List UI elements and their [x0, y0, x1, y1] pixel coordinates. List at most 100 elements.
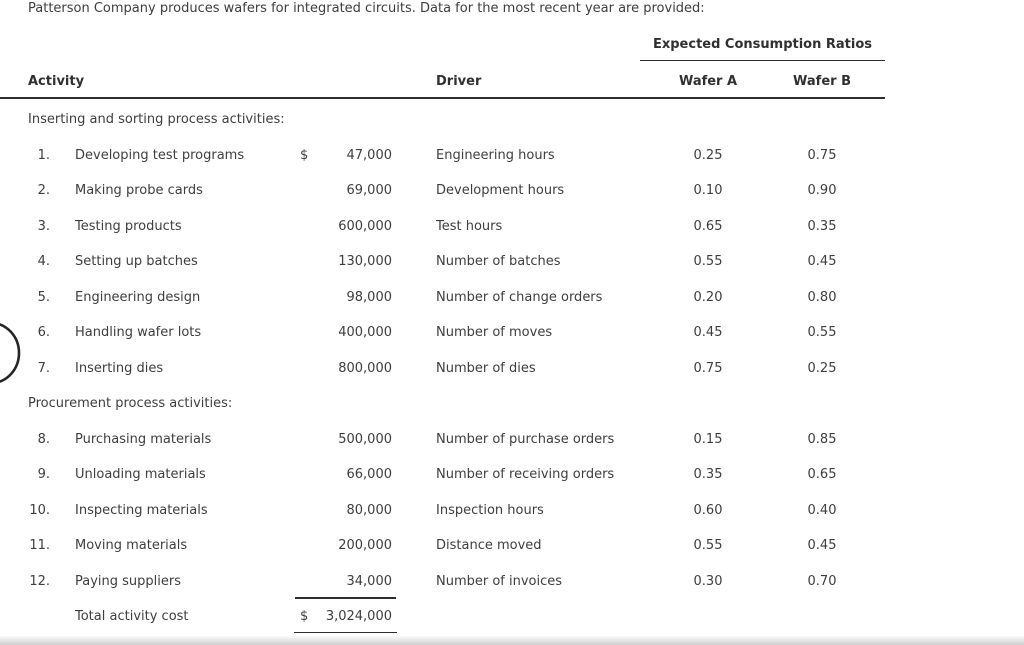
activity-cell: Purchasing materials	[75, 431, 212, 447]
wafer-a-ratio-cell: 0.60	[693, 502, 723, 518]
amount-cell: 400,000	[338, 325, 392, 341]
section-label: Inserting and sorting process activities…	[28, 112, 285, 128]
driver-cell: Number of receiving orders	[436, 467, 615, 483]
total-row: Total activity cost $ 3,024,000	[0, 599, 885, 635]
table-row: 1. Developing test programs $ 47,000 Eng…	[0, 138, 885, 174]
section-procurement: Procurement process activities: 8. Purch…	[0, 386, 885, 599]
row-number: 2.	[37, 183, 50, 199]
driver-cell: Engineering hours	[436, 147, 555, 163]
wafer-b-ratio-cell: 0.75	[807, 147, 837, 163]
group-header-expected-consumption-ratios: Expected Consumption Ratios	[640, 37, 885, 61]
table-row: 12. Paying suppliers 34,000 Number of in…	[0, 564, 885, 600]
activity-cell: Moving materials	[75, 538, 188, 554]
activity-cell: Engineering design	[75, 289, 201, 305]
activity-cell: Paying suppliers	[75, 573, 182, 589]
amount-cell: 200,000	[338, 538, 392, 554]
section-rows: 8. Purchasing materials 500,000 Number o…	[0, 422, 885, 600]
annotation-partial-circle	[0, 323, 21, 383]
wafer-b-ratio-cell: 0.80	[807, 289, 837, 305]
wafer-a-ratio-cell: 0.55	[693, 538, 723, 554]
amount-cell: 130,000	[338, 254, 392, 270]
total-amount: 3,024,000	[325, 608, 392, 624]
section-rows: 1. Developing test programs $ 47,000 Eng…	[0, 138, 885, 387]
activity-cell: Setting up batches	[75, 254, 198, 270]
amount-cell: 800,000	[338, 360, 392, 376]
driver-cell: Number of invoices	[436, 573, 563, 589]
wafer-b-ratio-cell: 0.55	[807, 325, 837, 341]
wafer-a-ratio-cell: 0.25	[693, 147, 723, 163]
amount-cell: 66,000	[346, 467, 393, 483]
driver-cell: Number of batches	[436, 254, 561, 270]
row-number: 9.	[37, 467, 50, 483]
wafer-b-ratio-cell: 0.40	[807, 502, 837, 518]
wafer-b-ratio-cell: 0.85	[807, 431, 837, 447]
driver-cell: Inspection hours	[436, 502, 544, 518]
wafer-a-ratio-cell: 0.55	[693, 254, 723, 270]
table-row: 5. Engineering design 98,000 Number of c…	[0, 280, 885, 316]
total-currency-symbol: $	[300, 608, 309, 624]
intro-text: Patterson Company produces wafers for in…	[28, 1, 705, 16]
wafer-a-ratio-cell: 0.20	[693, 289, 723, 305]
column-header-wafer-b: Wafer B	[793, 74, 851, 89]
table-row: 9. Unloading materials 66,000 Number of …	[0, 457, 885, 493]
activity-cell: Developing test programs	[75, 147, 245, 163]
row-number: 10.	[29, 502, 50, 518]
currency-symbol: $	[300, 147, 309, 163]
section-label: Procurement process activities:	[28, 396, 233, 412]
row-number: 7.	[37, 360, 50, 376]
column-header-wafer-a: Wafer A	[678, 74, 738, 89]
wafer-a-ratio-cell: 0.30	[693, 573, 723, 589]
activity-cell: Unloading materials	[75, 467, 206, 483]
row-number: 6.	[37, 325, 50, 341]
driver-cell: Test hours	[436, 218, 503, 234]
driver-cell: Number of dies	[436, 360, 536, 376]
row-number: 1.	[37, 147, 50, 163]
table-row: 6. Handling wafer lots 400,000 Number of…	[0, 315, 885, 351]
table-row: 2. Making probe cards 69,000 Development…	[0, 173, 885, 209]
column-header-driver: Driver	[436, 74, 482, 89]
column-header-activity: Activity	[28, 74, 85, 89]
row-number: 12.	[29, 573, 50, 589]
wafer-a-ratio-cell: 0.15	[693, 431, 723, 447]
wafer-b-ratio-cell: 0.25	[807, 360, 837, 376]
wafer-b-ratio-cell: 0.45	[807, 254, 837, 270]
wafer-b-ratio-cell: 0.45	[807, 538, 837, 554]
table-row: 8. Purchasing materials 500,000 Number o…	[0, 422, 885, 458]
activity-cell: Handling wafer lots	[75, 325, 202, 341]
row-number: 11.	[29, 538, 50, 554]
activity-cell: Inspecting materials	[75, 502, 208, 518]
driver-cell: Number of moves	[436, 325, 553, 341]
amount-cell: 47,000	[346, 147, 393, 163]
row-number: 5.	[37, 289, 50, 305]
driver-cell: Number of purchase orders	[436, 431, 615, 447]
total-label: Total activity cost	[75, 608, 189, 624]
section-inserting-and-sorting: Inserting and sorting process activities…	[0, 102, 885, 386]
table-body: Inserting and sorting process activities…	[0, 102, 885, 599]
total-single-rule	[295, 597, 396, 599]
bottom-scroll-edge	[0, 636, 1024, 645]
amount-cell: 80,000	[346, 502, 393, 518]
amount-cell: 600,000	[338, 218, 392, 234]
wafer-a-ratio-cell: 0.75	[693, 360, 723, 376]
table-row: 11. Moving materials 200,000 Distance mo…	[0, 528, 885, 564]
activity-cell: Inserting dies	[75, 360, 164, 376]
table-row: 3. Testing products 600,000 Test hours 0…	[0, 209, 885, 245]
wafer-b-ratio-cell: 0.35	[807, 218, 837, 234]
row-number: 8.	[37, 431, 50, 447]
table-row: 10. Inspecting materials 80,000 Inspecti…	[0, 493, 885, 529]
amount-cell: 98,000	[346, 289, 393, 305]
wafer-a-ratio-cell: 0.65	[693, 218, 723, 234]
wafer-a-ratio-cell: 0.35	[693, 467, 723, 483]
driver-cell: Number of change orders	[436, 289, 603, 305]
row-number: 4.	[37, 254, 50, 270]
driver-cell: Distance moved	[436, 538, 542, 554]
amount-cell: 500,000	[338, 431, 392, 447]
amount-cell: 69,000	[346, 183, 393, 199]
row-number: 3.	[37, 218, 50, 234]
table-row: 7. Inserting dies 800,000 Number of dies…	[0, 351, 885, 387]
activity-cell: Making probe cards	[75, 183, 203, 199]
wafer-a-ratio-cell: 0.45	[693, 325, 723, 341]
amount-cell: 34,000	[346, 573, 393, 589]
activity-cell: Testing products	[75, 218, 182, 234]
